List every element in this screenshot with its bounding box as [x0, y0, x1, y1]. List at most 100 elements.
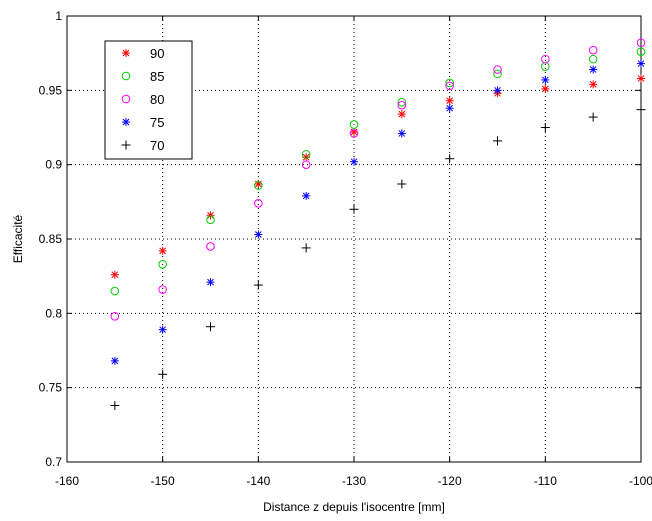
x-tick-label: -130 [342, 474, 366, 488]
legend: 90 85 80 75 70 [104, 40, 193, 160]
data-point [206, 322, 215, 332]
data-point [349, 120, 359, 129]
series-75 [110, 59, 645, 365]
marker-stroke [637, 60, 645, 67]
y-tick-label: 0.85 [39, 232, 63, 246]
x-tick-label: -150 [151, 474, 175, 488]
data-point [445, 81, 454, 91]
series-85 [110, 47, 646, 296]
data-point [397, 100, 407, 110]
series-70 [110, 105, 646, 411]
data-point [397, 129, 406, 138]
legend-marker [121, 140, 131, 150]
marker-stroke [637, 75, 645, 82]
y-tick-labels: 0.7 0.75 0.8 0.85 0.9 0.95 1 [39, 9, 63, 469]
marker-circle [110, 286, 120, 296]
data-point [302, 191, 311, 200]
marker-stroke [494, 86, 501, 94]
data-point [493, 86, 502, 95]
data-point [301, 243, 311, 253]
data-points [110, 38, 646, 411]
data-point [636, 38, 646, 48]
marker-stroke [207, 211, 214, 219]
marker-stroke [302, 153, 310, 161]
data-point [349, 204, 359, 214]
data-point [350, 157, 358, 166]
marker-circle [349, 129, 359, 138]
marker-stroke [122, 118, 130, 126]
marker-stroke [446, 104, 454, 112]
marker-circle [397, 100, 407, 110]
legend-marker [121, 94, 131, 104]
data-point [110, 270, 119, 279]
y-tick-label: 0.75 [39, 381, 63, 395]
data-point [493, 136, 502, 146]
data-point [445, 78, 454, 88]
x-tick-label: -120 [438, 474, 462, 488]
marker-circle [254, 199, 263, 208]
marker-circle [349, 120, 359, 129]
legend-box [104, 40, 193, 160]
data-point [110, 401, 120, 411]
data-point [110, 356, 119, 365]
data-point [158, 285, 167, 294]
legend-label: 85 [150, 69, 164, 84]
data-point [206, 242, 215, 251]
x-tick-label: -110 [534, 474, 557, 488]
y-tick-label: 0.95 [39, 83, 63, 97]
x-tick-label: -140 [246, 474, 270, 488]
data-point [636, 47, 646, 56]
marker-stroke [398, 130, 406, 137]
data-point [589, 65, 598, 74]
data-point [493, 69, 502, 79]
data-point [637, 59, 645, 68]
data-point [540, 123, 550, 132]
marker-stroke [446, 97, 454, 105]
data-point [493, 65, 502, 74]
marker-stroke [302, 192, 310, 200]
legend-entries: 90 85 80 75 70 [121, 46, 164, 153]
marker-circle [588, 45, 598, 55]
data-point [397, 179, 407, 189]
data-point [301, 160, 311, 169]
marker-circle [158, 285, 167, 294]
marker-circle [121, 94, 131, 104]
data-point [254, 199, 263, 208]
marker-stroke [541, 85, 549, 93]
marker-stroke [350, 158, 358, 166]
marker-stroke [589, 81, 597, 88]
marker-circle [636, 47, 646, 56]
data-point [445, 104, 454, 113]
marker-circle [110, 312, 120, 321]
marker-stroke [122, 49, 130, 57]
marker-circle [541, 54, 550, 64]
axis-ticks [66, 15, 642, 463]
data-point [397, 110, 406, 119]
marker-stroke [398, 110, 406, 118]
data-point [254, 230, 263, 239]
x-tick-label: -160 [55, 474, 79, 488]
data-point [158, 369, 168, 379]
data-point [445, 154, 455, 164]
y-axis-label: Efficacité [11, 214, 25, 263]
data-point [110, 312, 120, 321]
data-point [588, 45, 598, 55]
y-tick-label: 0.9 [45, 158, 62, 172]
x-tick-labels: -160 -150 -140 -130 -120 -110 -100 [55, 474, 652, 488]
marker-stroke [159, 247, 167, 255]
data-point [158, 246, 167, 255]
data-point [206, 211, 215, 220]
marker-stroke [541, 76, 549, 84]
data-point [254, 181, 263, 190]
x-axis-label: Distance z depuis l'isocentre [mm] [263, 500, 445, 514]
series-90 [110, 74, 645, 279]
data-point [589, 80, 598, 89]
legend-marker [121, 71, 131, 81]
data-point [588, 112, 598, 122]
data-point [541, 84, 550, 93]
data-point [541, 54, 550, 64]
legend-label: 80 [150, 92, 164, 107]
data-point [541, 75, 550, 84]
legend-marker [122, 118, 130, 126]
